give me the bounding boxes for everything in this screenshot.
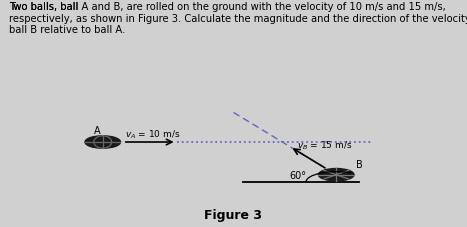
Text: Two balls, ball A and B, are rolled on the ground with the velocity of 10 m/s an: Two balls, ball A and B, are rolled on t…: [9, 2, 467, 35]
Circle shape: [318, 168, 354, 181]
Text: B: B: [356, 160, 363, 170]
Text: $v_A$ = 10 m/s: $v_A$ = 10 m/s: [125, 129, 181, 141]
Text: $v_B$ = 15 m/s: $v_B$ = 15 m/s: [297, 139, 353, 152]
Circle shape: [85, 136, 120, 148]
Text: A: A: [94, 126, 101, 136]
Text: Figure 3: Figure 3: [205, 209, 262, 222]
Text: Two balls, ball: Two balls, ball: [9, 2, 82, 12]
Text: 60°: 60°: [290, 171, 306, 181]
